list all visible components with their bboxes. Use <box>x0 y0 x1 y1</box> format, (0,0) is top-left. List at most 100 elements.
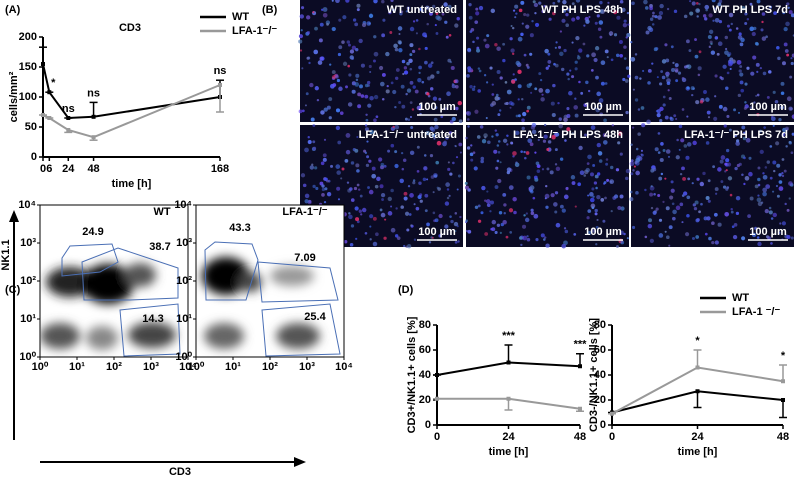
cell-dot <box>459 215 462 219</box>
cell-dot <box>359 84 363 89</box>
cell-dot <box>583 174 586 177</box>
cell-dot <box>640 149 643 152</box>
cell-dot <box>523 12 527 17</box>
cell-dot <box>555 41 558 44</box>
cell-dot <box>379 65 384 71</box>
cell-dot <box>419 7 423 11</box>
cell-dot <box>401 104 406 109</box>
cell-dot <box>491 83 494 86</box>
cell-dot <box>371 173 377 179</box>
gate-percent: 43.3 <box>229 222 250 234</box>
cell-dot <box>559 51 564 57</box>
cell-dot <box>454 240 458 244</box>
cell-dot <box>405 10 409 13</box>
cell-dot <box>552 1 556 5</box>
cell-dot <box>724 50 729 55</box>
cell-dot <box>686 86 690 90</box>
cell-dot <box>502 42 506 46</box>
cell-dot <box>591 228 596 233</box>
cell-dot <box>704 17 708 21</box>
cell-dot <box>481 139 487 144</box>
cell-dot <box>491 135 494 138</box>
cell-dot <box>781 221 787 226</box>
cell-dot <box>754 184 759 189</box>
cell-dot <box>744 12 748 16</box>
cell-dot <box>499 231 502 235</box>
cell-dot <box>435 15 441 20</box>
cell-dot <box>475 11 480 16</box>
point <box>695 365 700 370</box>
cell-dot <box>496 70 501 75</box>
cell-dot <box>302 183 307 188</box>
cell-dot <box>312 11 315 14</box>
cell-dot <box>574 67 578 71</box>
cell-dot <box>598 98 604 103</box>
cell-dot <box>505 101 509 105</box>
cell-dot <box>568 90 573 96</box>
cell-dot <box>523 150 526 154</box>
cell-dot <box>594 212 598 216</box>
cell-dot <box>547 52 551 56</box>
cell-dot <box>433 137 436 140</box>
cell-dot <box>358 209 362 213</box>
panel-label: (D) <box>398 284 414 296</box>
cell-dot <box>660 172 664 176</box>
cell-dot <box>715 192 718 195</box>
cell-dots <box>629 123 794 247</box>
cell-dot <box>502 138 508 143</box>
x-tick-label: 10¹ <box>69 361 85 373</box>
cell-dot <box>331 0 334 2</box>
cell-dot <box>467 229 472 234</box>
cell-dot <box>686 115 689 118</box>
x-tick-label: 10³ <box>143 361 159 373</box>
cell-dot <box>464 181 468 185</box>
cell-dot <box>368 189 374 195</box>
cell-dot <box>382 18 386 22</box>
cell-dot <box>748 156 752 160</box>
x-tick-label: 10² <box>262 361 278 373</box>
x-tick-label: 10² <box>106 361 122 373</box>
cell-dot <box>533 175 538 180</box>
cell-dot <box>617 141 621 145</box>
cell-dot <box>517 98 520 101</box>
cell-dot <box>665 71 670 77</box>
cell-dot <box>406 88 412 93</box>
cell-dot <box>559 204 564 209</box>
cell-dot <box>531 129 537 135</box>
cell-dot <box>437 187 441 191</box>
cell-dot <box>763 126 766 129</box>
cell-dot <box>637 132 641 136</box>
cell-dot <box>612 10 618 15</box>
cell-dot <box>732 234 738 240</box>
cell-dot <box>630 159 634 163</box>
cell-dot <box>739 42 744 47</box>
cell-dot <box>515 114 519 118</box>
cell-dot <box>595 107 601 113</box>
cell-dot <box>598 20 604 25</box>
density-blob <box>86 326 118 350</box>
cell-dot <box>587 230 592 235</box>
cell-dot <box>520 32 524 37</box>
scale-bar-label: 100 µm <box>584 101 622 113</box>
cell-dot <box>704 4 710 10</box>
cell-dot <box>543 134 548 139</box>
cell-dot <box>589 192 594 197</box>
cell-dot <box>298 109 303 114</box>
cell-dot <box>788 140 792 144</box>
cell-dot <box>776 163 781 168</box>
cell-dot <box>664 43 668 47</box>
cell-dot <box>725 47 728 51</box>
cell-dot <box>752 55 757 60</box>
cell-dot <box>489 210 492 213</box>
cell-dot <box>368 22 371 25</box>
cell-dot <box>695 1 699 5</box>
cell-dot <box>574 205 577 208</box>
cell-dot <box>687 177 691 181</box>
cell-dot <box>400 84 405 89</box>
cell-dot <box>328 97 333 102</box>
cell-dot <box>313 49 319 55</box>
cell-dot <box>526 83 532 88</box>
cell-dot <box>737 111 741 114</box>
cell-dot <box>424 60 428 65</box>
cell-dot <box>668 96 672 100</box>
